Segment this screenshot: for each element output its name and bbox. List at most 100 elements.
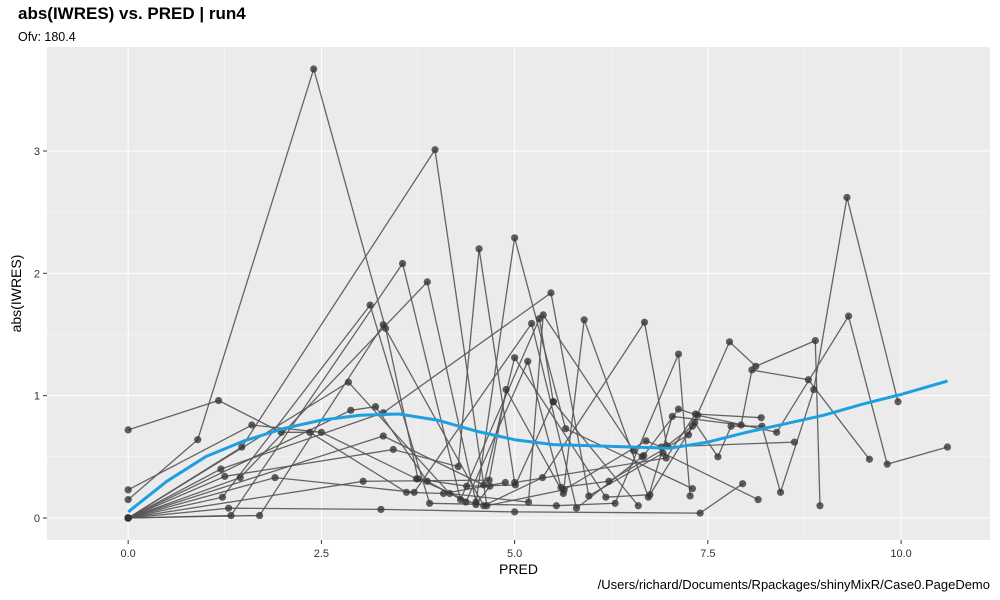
x-tick-label: 5.0 <box>507 548 522 560</box>
data-point <box>659 449 667 457</box>
data-point <box>524 357 532 365</box>
data-point <box>377 505 385 514</box>
data-point <box>124 496 132 504</box>
data-point <box>811 336 819 345</box>
individual-line-4 <box>128 483 744 519</box>
data-point <box>344 378 353 386</box>
data-point <box>511 354 519 362</box>
data-point <box>674 350 683 358</box>
data-point <box>528 319 536 328</box>
data-point <box>255 511 264 520</box>
data-point <box>414 475 422 483</box>
data-point <box>630 447 638 455</box>
chart-title: abs(IWRES) vs. PRED | run4 <box>18 4 246 23</box>
data-point <box>684 431 693 439</box>
data-point <box>865 455 874 463</box>
data-point <box>691 418 699 427</box>
data-point <box>668 412 676 421</box>
data-point <box>552 502 560 510</box>
data-point <box>644 493 652 501</box>
data-point <box>454 463 462 471</box>
data-point <box>585 492 593 500</box>
data-point <box>602 493 610 501</box>
data-point <box>398 259 407 268</box>
data-point <box>547 289 555 297</box>
data-point <box>524 498 533 506</box>
data-point <box>194 436 202 444</box>
data-point <box>883 460 891 468</box>
data-point <box>124 486 132 494</box>
data-point <box>426 499 434 507</box>
data-point <box>696 509 704 517</box>
data-point <box>605 477 613 485</box>
data-point <box>306 428 314 436</box>
data-point <box>456 496 465 504</box>
individual-line-5 <box>128 320 693 519</box>
data-point <box>221 472 229 480</box>
data-point <box>714 453 722 461</box>
data-point <box>562 425 570 433</box>
data-point <box>572 504 581 512</box>
data-point <box>446 489 454 498</box>
data-point <box>790 438 799 446</box>
data-point <box>218 493 227 501</box>
data-point <box>439 489 448 498</box>
data-point <box>502 385 510 394</box>
data-point <box>402 488 411 496</box>
data-point <box>611 499 619 507</box>
data-point <box>686 492 694 500</box>
data-point <box>227 511 235 520</box>
data-point <box>511 234 519 242</box>
data-point <box>539 311 547 319</box>
data-point <box>757 414 765 422</box>
data-point <box>483 502 491 510</box>
data-point <box>501 478 509 487</box>
data-point <box>462 498 470 506</box>
data-point <box>238 443 246 451</box>
data-point <box>423 278 431 286</box>
x-tick-label: 2.5 <box>314 548 329 560</box>
smooth-line <box>127 379 948 514</box>
individual-line-13 <box>128 319 870 519</box>
x-tick-label: 10.0 <box>890 548 911 560</box>
data-point <box>475 245 483 253</box>
data-point <box>347 406 355 414</box>
data-point <box>843 193 851 202</box>
grid-lines <box>47 47 990 540</box>
data-point <box>580 316 588 324</box>
data-point <box>485 476 493 484</box>
file-path-caption: /Users/richard/Documents/Rpackages/shiny… <box>597 577 990 592</box>
data-point <box>549 398 557 406</box>
data-point <box>480 481 488 489</box>
data-point <box>810 385 818 394</box>
data-point <box>642 437 650 445</box>
data-point <box>271 474 279 482</box>
y-tick-label: 2 <box>34 268 40 280</box>
data-point <box>410 488 418 496</box>
data-point <box>310 65 318 73</box>
data-point <box>844 312 853 320</box>
data-point <box>538 474 547 482</box>
individual-points <box>124 65 952 522</box>
data-point <box>317 428 325 436</box>
data-point <box>359 477 367 485</box>
chart-subtitle: Ofv: 180.4 <box>18 30 76 44</box>
data-point <box>511 508 519 516</box>
data-point <box>674 405 683 413</box>
data-point <box>431 146 439 154</box>
x-axis-title: PRED <box>499 561 538 577</box>
data-point <box>640 451 648 460</box>
data-point <box>752 362 760 370</box>
individual-line-15 <box>128 314 948 519</box>
data-point <box>472 498 480 506</box>
x-tick-label: 7.5 <box>700 548 715 560</box>
data-point <box>511 478 519 487</box>
data-point <box>389 445 397 454</box>
data-point <box>559 489 567 498</box>
data-point <box>739 480 747 488</box>
data-point <box>463 482 471 490</box>
data-point <box>776 488 785 496</box>
data-point <box>804 376 812 384</box>
data-point <box>486 482 494 490</box>
